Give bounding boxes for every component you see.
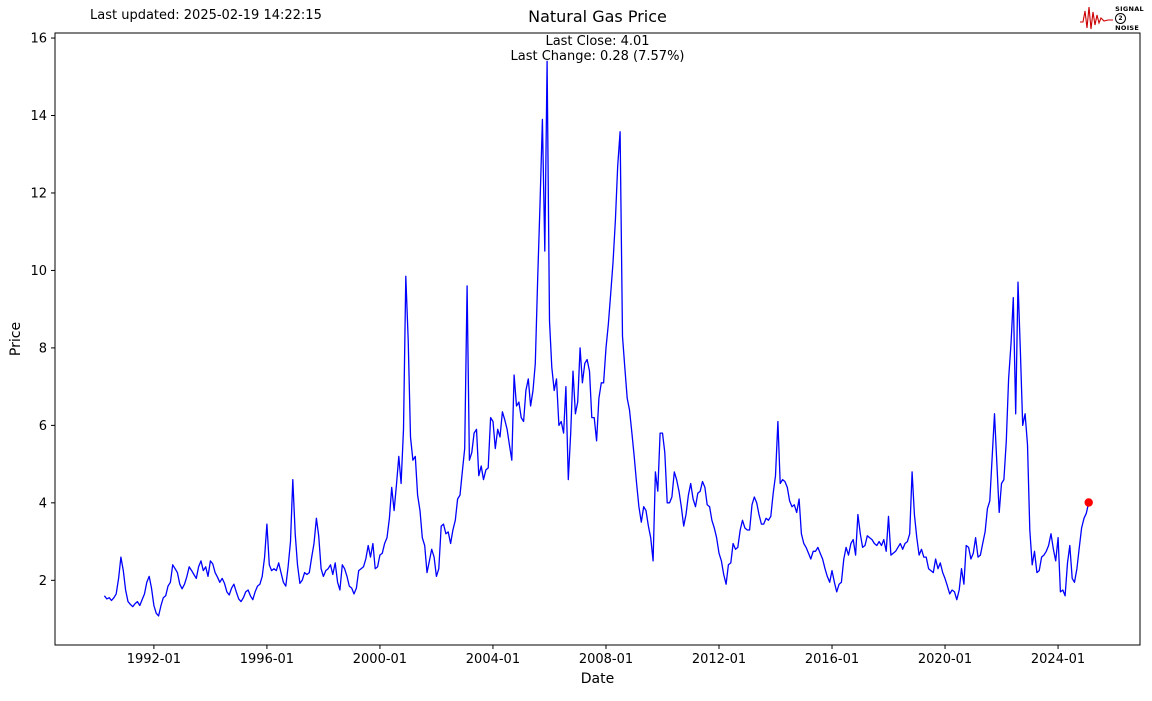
last-updated-text: Last updated: 2025-02-19 14:22:15 bbox=[90, 8, 322, 23]
x-tick-label: 2020-01 bbox=[918, 652, 972, 667]
x-tick-label: 2008-01 bbox=[579, 652, 633, 667]
logo-line-signal: SIGNAL bbox=[1115, 4, 1144, 13]
brand-logo: SIGNAL 2 NOISE bbox=[1080, 4, 1144, 32]
y-tick-label: 8 bbox=[39, 341, 47, 356]
x-tick-label: 2000-01 bbox=[353, 652, 407, 667]
y-tick-label: 4 bbox=[39, 496, 47, 511]
y-axis-label: Price bbox=[8, 321, 24, 357]
y-tick-label: 16 bbox=[30, 32, 47, 47]
logo-line-2: 2 bbox=[1115, 12, 1127, 24]
logo-line-noise: NOISE bbox=[1115, 23, 1140, 32]
last-close-text: Last Close: 4.01 bbox=[545, 34, 650, 49]
chart-title: Natural Gas Price bbox=[528, 7, 667, 26]
x-tick-label: 2024-01 bbox=[1031, 652, 1085, 667]
x-tick-label: 1996-01 bbox=[240, 652, 294, 667]
last-price-marker bbox=[1084, 498, 1093, 507]
x-tick-label: 2016-01 bbox=[805, 652, 859, 667]
x-tick-label: 2012-01 bbox=[692, 652, 746, 667]
y-tick-label: 10 bbox=[30, 264, 47, 279]
waveform-icon bbox=[1080, 6, 1114, 30]
x-tick-label: 2004-01 bbox=[466, 652, 520, 667]
last-change-text: Last Change: 0.28 (7.57%) bbox=[510, 49, 685, 64]
brand-logo-text: SIGNAL 2 NOISE bbox=[1115, 5, 1144, 32]
y-tick-label: 14 bbox=[30, 109, 47, 124]
x-axis-label: Date bbox=[580, 671, 615, 687]
y-tick-label: 12 bbox=[30, 186, 47, 201]
chart-subtitle: Last Close: 4.01 Last Change: 0.28 (7.57… bbox=[55, 34, 1140, 64]
plot-frame bbox=[54, 32, 1141, 646]
y-tick-label: 2 bbox=[39, 574, 47, 589]
x-tick-label: 1992-01 bbox=[127, 652, 181, 667]
y-tick-label: 6 bbox=[39, 419, 47, 434]
price-line bbox=[103, 60, 1090, 617]
